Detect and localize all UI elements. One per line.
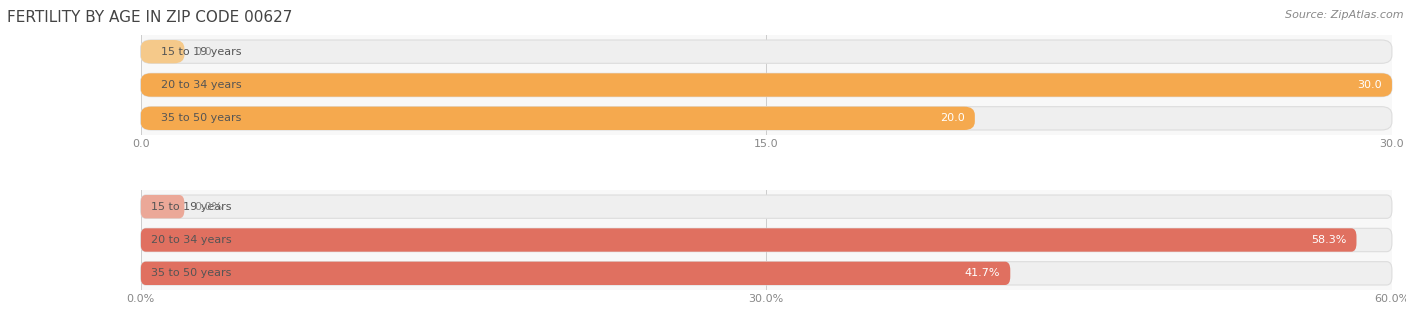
FancyBboxPatch shape — [141, 73, 1392, 97]
Text: 35 to 50 years: 35 to 50 years — [150, 268, 232, 278]
Text: FERTILITY BY AGE IN ZIP CODE 00627: FERTILITY BY AGE IN ZIP CODE 00627 — [7, 10, 292, 25]
Text: 0.0: 0.0 — [194, 47, 212, 57]
Text: 58.3%: 58.3% — [1312, 235, 1347, 245]
FancyBboxPatch shape — [141, 73, 1392, 97]
Text: 35 to 50 years: 35 to 50 years — [162, 113, 242, 123]
Text: 20 to 34 years: 20 to 34 years — [162, 80, 242, 90]
FancyBboxPatch shape — [141, 195, 184, 218]
Text: 15 to 19 years: 15 to 19 years — [162, 47, 242, 57]
Text: 20 to 34 years: 20 to 34 years — [150, 235, 232, 245]
Text: 15 to 19 years: 15 to 19 years — [150, 202, 232, 212]
FancyBboxPatch shape — [141, 228, 1392, 252]
FancyBboxPatch shape — [141, 262, 1011, 285]
Text: 30.0: 30.0 — [1357, 80, 1382, 90]
FancyBboxPatch shape — [141, 107, 974, 130]
Text: 41.7%: 41.7% — [965, 268, 1000, 278]
FancyBboxPatch shape — [141, 262, 1392, 285]
FancyBboxPatch shape — [141, 228, 1357, 252]
FancyBboxPatch shape — [141, 40, 1392, 63]
FancyBboxPatch shape — [141, 40, 184, 63]
FancyBboxPatch shape — [141, 107, 1392, 130]
FancyBboxPatch shape — [141, 195, 1392, 218]
Text: 20.0: 20.0 — [941, 113, 965, 123]
Text: 0.0%: 0.0% — [194, 202, 222, 212]
Text: Source: ZipAtlas.com: Source: ZipAtlas.com — [1285, 10, 1403, 20]
